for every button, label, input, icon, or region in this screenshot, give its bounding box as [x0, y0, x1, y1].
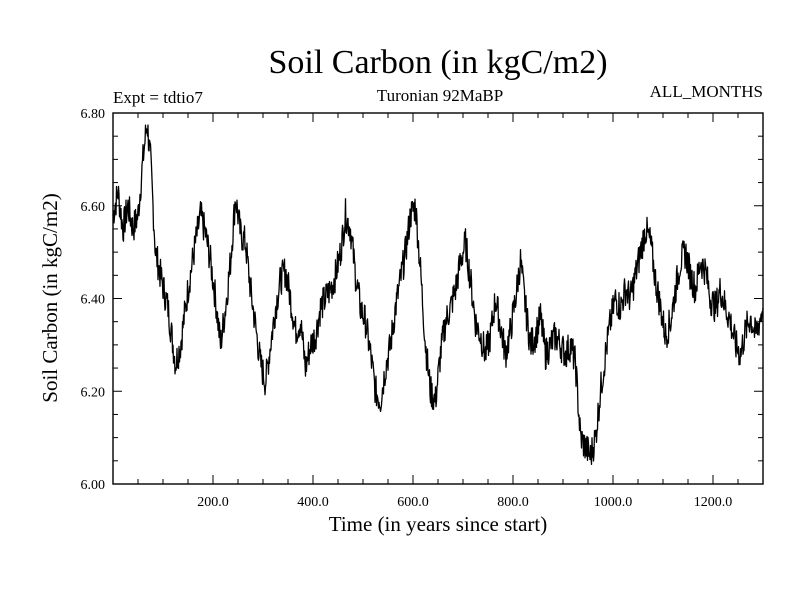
experiment-label: Expt = tdtio7	[113, 88, 203, 107]
x-tick-label: 800.0	[497, 495, 529, 510]
y-tick-label: 6.00	[81, 478, 106, 493]
chart-subtitle: Turonian 92MaBP	[377, 86, 503, 105]
plot-frame	[112, 112, 764, 485]
months-label: ALL_MONTHS	[650, 82, 763, 101]
x-tick-label: 600.0	[397, 495, 429, 510]
chart-title: Soil Carbon (in kgC/m2)	[268, 44, 607, 81]
y-tick-label: 6.20	[81, 385, 106, 400]
y-tick-label: 6.40	[81, 293, 106, 308]
x-axis-label: Time (in years since start)	[329, 512, 548, 536]
y-tick-label: 6.60	[81, 200, 106, 215]
series-line	[112, 124, 764, 466]
x-tick-label: 200.0	[197, 495, 229, 510]
axis-tick-labels: 200.0 400.0 600.0 800.0 1000.0 1200.0 6.00 6.20…	[81, 107, 733, 510]
x-tick-label: 400.0	[297, 495, 329, 510]
data-series	[112, 124, 764, 466]
x-tick-label: 1000.0	[594, 495, 633, 510]
y-axis-label: Soil Carbon (in kgC/m2)	[38, 193, 62, 402]
y-tick-label: 6.80	[81, 107, 106, 122]
axis-ticks	[113, 113, 763, 484]
x-tick-label: 1200.0	[694, 495, 733, 510]
